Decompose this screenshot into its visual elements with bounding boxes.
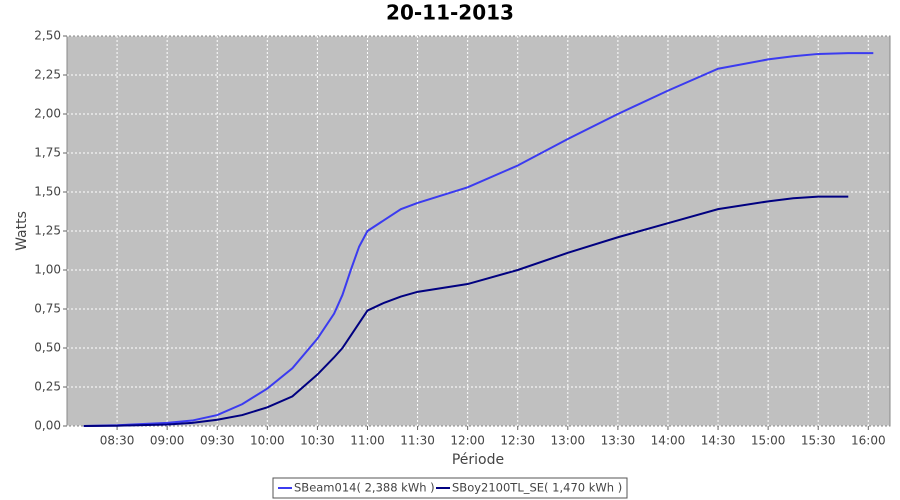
y-tick-label: 0,00	[34, 419, 61, 433]
x-tick-label: 10:30	[300, 434, 335, 448]
y-tick-label: 2,25	[34, 68, 61, 82]
x-axis-label: Période	[452, 452, 504, 468]
legend-label: SBoy2100TL_SE( 1,470 kWh )	[452, 481, 622, 495]
series-line	[83, 52, 874, 427]
y-tick-label: 2,50	[34, 29, 61, 43]
x-tick-label: 12:30	[500, 434, 535, 448]
x-tick-label: 15:30	[801, 434, 836, 448]
x-tick-label: 13:30	[601, 434, 636, 448]
x-tick-label: 11:30	[400, 434, 435, 448]
y-tick-label: 0,50	[34, 341, 61, 355]
y-tick-label: 0,25	[34, 380, 61, 394]
x-tick-label: 08:30	[100, 434, 135, 448]
x-tick-label: 10:00	[250, 434, 285, 448]
x-tick-label: 09:30	[200, 434, 235, 448]
y-axis-label: Watts	[14, 211, 30, 251]
x-tick-label: 13:00	[551, 434, 586, 448]
y-tick-label: 0,75	[34, 302, 61, 316]
legend-label: SBeam014( 2,388 kWh )	[294, 481, 435, 495]
plot-area	[66, 35, 891, 427]
y-tick-label: 1,50	[34, 185, 61, 199]
chart-title: 20-11-2013	[386, 1, 514, 25]
x-tick-label: 14:30	[701, 434, 736, 448]
y-tick-label: 1,75	[34, 146, 61, 160]
y-tick-label: 1,00	[34, 263, 61, 277]
y-tick-label: 2,00	[34, 107, 61, 121]
x-tick-label: 14:00	[651, 434, 686, 448]
y-tick-label: 1,25	[34, 224, 61, 238]
x-tick-label: 11:00	[350, 434, 385, 448]
x-tick-label: 09:00	[150, 434, 185, 448]
series-line	[83, 195, 849, 427]
x-tick-label: 16:00	[851, 434, 886, 448]
x-tick-label: 12:00	[450, 434, 485, 448]
x-tick-label: 15:00	[751, 434, 786, 448]
